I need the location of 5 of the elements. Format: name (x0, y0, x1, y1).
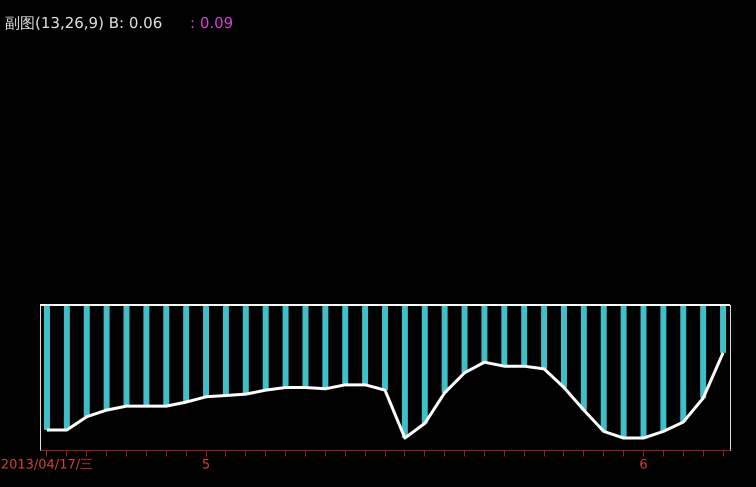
text: : 0.09 (190, 14, 234, 32)
x-tick-label: 6 (639, 458, 648, 472)
x-tick-label: 2013/04/17/三 (0, 458, 94, 472)
x-tick-label: 5 (202, 458, 210, 472)
text: 副图(13,26,9) B: 0.06 (5, 14, 162, 32)
